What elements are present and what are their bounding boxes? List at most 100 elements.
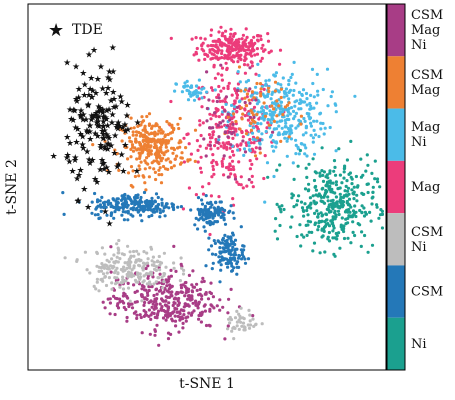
point-csm-mag-ni — [258, 138, 262, 142]
point-csm — [158, 211, 162, 215]
tde-star-point: ★ — [115, 161, 123, 171]
colorbar-label-ni: Ni — [411, 337, 427, 352]
point-mag-ni — [272, 73, 276, 77]
point-mag — [211, 133, 215, 137]
point-csm — [236, 256, 241, 260]
point-csm-ni — [113, 271, 117, 275]
point-csm-mag — [143, 126, 147, 130]
point-csm — [101, 201, 105, 205]
point-csm — [223, 222, 228, 226]
tde-star-point: ★ — [90, 112, 98, 122]
point-csm-mag-ni — [248, 87, 252, 91]
point-csm-mag — [170, 130, 175, 134]
point-mag — [227, 81, 231, 85]
point-csm — [149, 203, 154, 207]
point-mag-ni — [310, 67, 315, 71]
point-mag — [269, 49, 273, 53]
point-mag-ni — [305, 103, 309, 107]
point-mag-ni — [294, 81, 298, 85]
point-csm — [223, 257, 227, 261]
point-csm — [211, 222, 215, 226]
point-mag — [245, 143, 249, 147]
point-csm-mag-ni — [189, 313, 193, 317]
point-ni — [279, 210, 283, 214]
tde-star-point: ★ — [109, 67, 117, 77]
point-mag — [213, 76, 217, 80]
point-csm-mag-ni — [252, 115, 256, 119]
point-mag-ni — [279, 100, 283, 104]
point-mag-ni — [276, 82, 280, 86]
point-mag — [201, 185, 205, 189]
point-csm-mag-ni — [126, 296, 130, 300]
point-mag-ni — [247, 112, 251, 116]
point-csm — [202, 212, 206, 216]
point-csm-ni — [235, 320, 239, 324]
point-csm-mag-ni — [217, 96, 221, 100]
point-csm-mag — [177, 126, 181, 131]
point-mag — [241, 135, 245, 139]
point-mag — [236, 60, 240, 64]
tde-star-point: ★ — [86, 135, 94, 145]
point-csm-mag — [158, 146, 162, 150]
point-csm-mag — [146, 142, 150, 146]
point-csm — [95, 206, 99, 210]
point-mag-ni — [230, 103, 234, 107]
point-csm-mag — [262, 101, 266, 105]
point-csm-ni — [100, 246, 104, 250]
tde-star-point: ★ — [97, 144, 105, 154]
point-mag-ni — [308, 101, 312, 106]
point-mag-ni — [238, 99, 242, 103]
point-csm-mag-ni — [138, 313, 142, 317]
point-csm-mag — [158, 166, 162, 170]
point-csm-ni — [129, 271, 133, 275]
point-csm-mag-ni — [202, 137, 206, 141]
point-csm-mag — [193, 159, 197, 163]
point-csm-mag-ni — [153, 329, 157, 333]
point-csm-mag-ni — [178, 315, 182, 320]
point-csm-mag — [175, 154, 179, 158]
tde-star-point: ★ — [103, 107, 111, 117]
point-ni — [370, 202, 374, 206]
point-mag-ni — [289, 124, 293, 128]
point-mag-ni — [188, 90, 192, 94]
point-csm-ni — [120, 281, 124, 285]
point-ni — [318, 174, 322, 178]
point-mag — [198, 144, 202, 148]
legend: ★ TDE — [48, 20, 103, 41]
point-mag-ni — [185, 79, 189, 83]
point-csm-ni — [116, 271, 120, 275]
point-ni — [326, 176, 330, 180]
tde-star-point: ★ — [99, 106, 107, 116]
point-mag — [233, 127, 238, 131]
point-csm — [123, 192, 127, 197]
point-ni — [346, 189, 350, 193]
point-csm-mag — [159, 181, 164, 185]
point-csm — [100, 195, 104, 199]
point-csm-ni — [149, 270, 153, 274]
point-csm-mag-ni — [173, 319, 178, 323]
plot-frame — [27, 3, 387, 371]
point-mag — [215, 45, 219, 49]
point-mag-ni — [305, 111, 309, 116]
point-mag-ni — [292, 88, 296, 93]
point-csm — [96, 213, 100, 217]
point-csm-mag-ni — [215, 304, 219, 308]
point-mag — [194, 52, 199, 56]
point-csm-mag-ni — [135, 300, 139, 304]
point-csm — [233, 250, 237, 255]
point-ni — [342, 229, 346, 234]
point-csm — [220, 255, 224, 259]
point-mag — [224, 37, 228, 41]
tde-star-point: ★ — [96, 104, 104, 114]
point-mag — [278, 62, 282, 66]
point-ni — [337, 212, 341, 217]
point-mag-ni — [280, 107, 284, 111]
tde-star-point: ★ — [84, 101, 92, 111]
point-csm-mag — [130, 143, 135, 147]
point-mag-ni — [197, 78, 201, 82]
point-csm-ni — [235, 324, 239, 328]
point-csm-ni — [116, 246, 120, 250]
point-ni — [328, 169, 332, 173]
point-csm-ni — [150, 259, 154, 263]
